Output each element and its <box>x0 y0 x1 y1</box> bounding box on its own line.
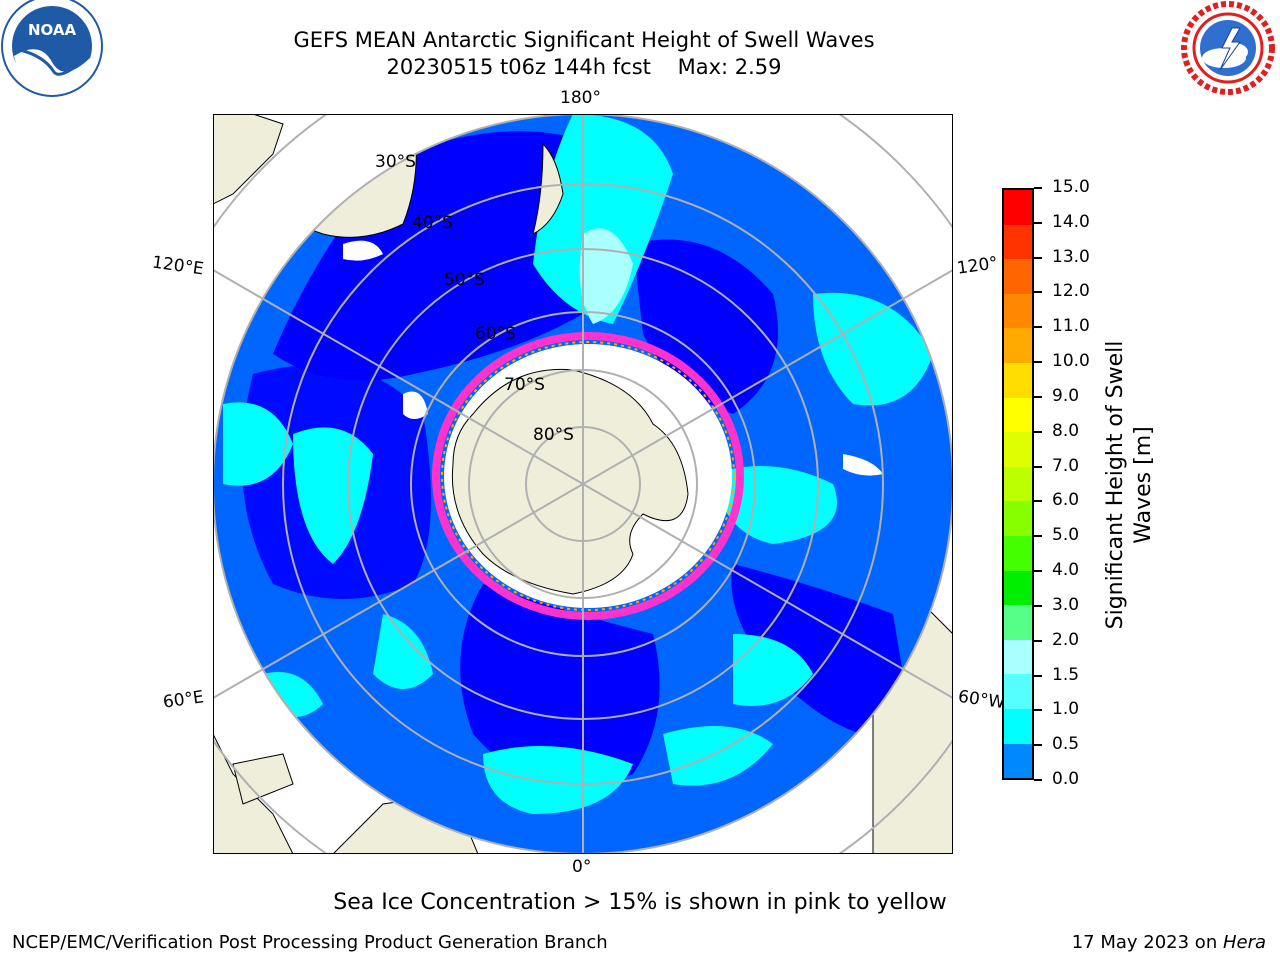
colorbar-tick-mark <box>1034 604 1042 607</box>
colorbar-tick-label: 1.0 <box>1052 699 1080 720</box>
colorbar-tick-label: 12.0 <box>1052 281 1090 302</box>
noaa-logo: NOAA <box>0 0 104 104</box>
colorbar-tick-mark <box>1034 674 1042 677</box>
map-subtitle: 20230515 t06z 144h fcst Max: 2.59 <box>0 54 1168 80</box>
colorbar-tick-mark <box>1034 465 1042 468</box>
lon-label-60e: 60°E <box>161 687 206 713</box>
nws-logo <box>1176 0 1280 104</box>
colorbar-label: Significant Height of Swell Waves [m] <box>1103 340 1156 630</box>
colorbar-tick-mark <box>1034 744 1042 747</box>
colorbar-band <box>1004 432 1032 467</box>
colorbar-tick-label: 1.5 <box>1052 664 1080 685</box>
colorbar-tick-label: 2.0 <box>1052 629 1080 650</box>
colorbar-tick-mark <box>1034 709 1042 712</box>
colorbar-tick-label: 8.0 <box>1052 420 1080 441</box>
noaa-logo-text: NOAA <box>28 21 77 39</box>
colorbar-tick-label: 6.0 <box>1052 490 1080 511</box>
colorbar-tick-mark <box>1034 256 1042 259</box>
colorbar-tick-label: 7.0 <box>1052 455 1080 476</box>
colorbar-band <box>1004 605 1032 640</box>
colorbar-band <box>1004 466 1032 502</box>
colorbar-band <box>1004 674 1032 709</box>
colorbar-tick-mark <box>1034 500 1042 503</box>
colorbar-tick-mark <box>1034 395 1042 398</box>
colorbar-band <box>1004 293 1032 329</box>
colorbar-band <box>1004 259 1032 294</box>
colorbar-tick-label: 11.0 <box>1052 316 1090 337</box>
colorbar-tick-label: 9.0 <box>1052 385 1080 406</box>
colorbar-band <box>1004 362 1032 398</box>
graticule <box>213 114 953 854</box>
colorbar-tick-mark <box>1034 639 1042 642</box>
sea-ice-caption: Sea Ice Concentration > 15% is shown in … <box>333 890 947 915</box>
colorbar-tick-label: 3.0 <box>1052 594 1080 615</box>
colorbar-tick-mark <box>1034 326 1042 329</box>
colorbar-band <box>1004 397 1032 433</box>
colorbar-tick-mark <box>1034 570 1042 573</box>
colorbar-tick-mark <box>1034 535 1042 538</box>
lon-label-60w: 60°W <box>956 686 1007 714</box>
map-title: GEFS MEAN Antarctic Significant Height o… <box>293 28 875 52</box>
footer-machine: Hera <box>1222 932 1266 953</box>
lat-label-30s: 30°S <box>375 152 416 172</box>
colorbar-tick-label: 5.0 <box>1052 525 1080 546</box>
footer-date: 17 May 2023 on Hera <box>1071 932 1266 953</box>
max-value: Max: 2.59 <box>677 55 782 79</box>
lon-label-120e: 120°E <box>150 252 205 280</box>
colorbar-band <box>1004 224 1032 260</box>
lon-label-180: 180° <box>560 88 601 108</box>
colorbar-tick-label: 0.0 <box>1052 769 1080 789</box>
colorbar-tick-label: 4.0 <box>1052 560 1080 581</box>
colorbar-tick-mark <box>1034 187 1042 189</box>
lat-label-40s: 40°S <box>412 213 453 233</box>
colorbar-tick-label: 15.0 <box>1052 177 1090 197</box>
colorbar-tick-mark <box>1034 221 1042 224</box>
colorbar-tick-label: 10.0 <box>1052 351 1090 372</box>
colorbar-tick-mark <box>1034 361 1042 364</box>
colorbar-tick-mark <box>1034 291 1042 294</box>
lat-label-60s: 60°S <box>475 324 516 344</box>
colorbar-tick-label: 13.0 <box>1052 246 1090 267</box>
colorbar-band <box>1004 501 1032 536</box>
lat-label-70s: 70°S <box>504 375 545 395</box>
polar-map <box>213 114 953 854</box>
colorbar-band <box>1004 639 1032 675</box>
colorbar-band <box>1004 190 1032 225</box>
lon-label-0: 0° <box>572 857 592 877</box>
lon-label-120w: 120° <box>955 253 1000 279</box>
footer-branch: NCEP/EMC/Verification Post Processing Pr… <box>12 932 608 953</box>
colorbar-band <box>1004 535 1032 571</box>
lat-label-80s: 80°S <box>533 425 574 445</box>
colorbar-tick-label: 0.5 <box>1052 734 1080 755</box>
colorbar-band <box>1004 328 1032 363</box>
colorbar-band <box>1004 708 1032 744</box>
colorbar-band <box>1004 570 1032 606</box>
lat-label-50s: 50°S <box>444 270 485 290</box>
colorbar-tick-label: 14.0 <box>1052 211 1090 232</box>
colorbar-tick-mark <box>1034 430 1042 433</box>
colorbar-tick-mark <box>1034 779 1042 781</box>
forecast-time: 20230515 t06z 144h fcst <box>386 55 651 79</box>
colorbar <box>1002 188 1034 780</box>
colorbar-band <box>1004 743 1032 779</box>
